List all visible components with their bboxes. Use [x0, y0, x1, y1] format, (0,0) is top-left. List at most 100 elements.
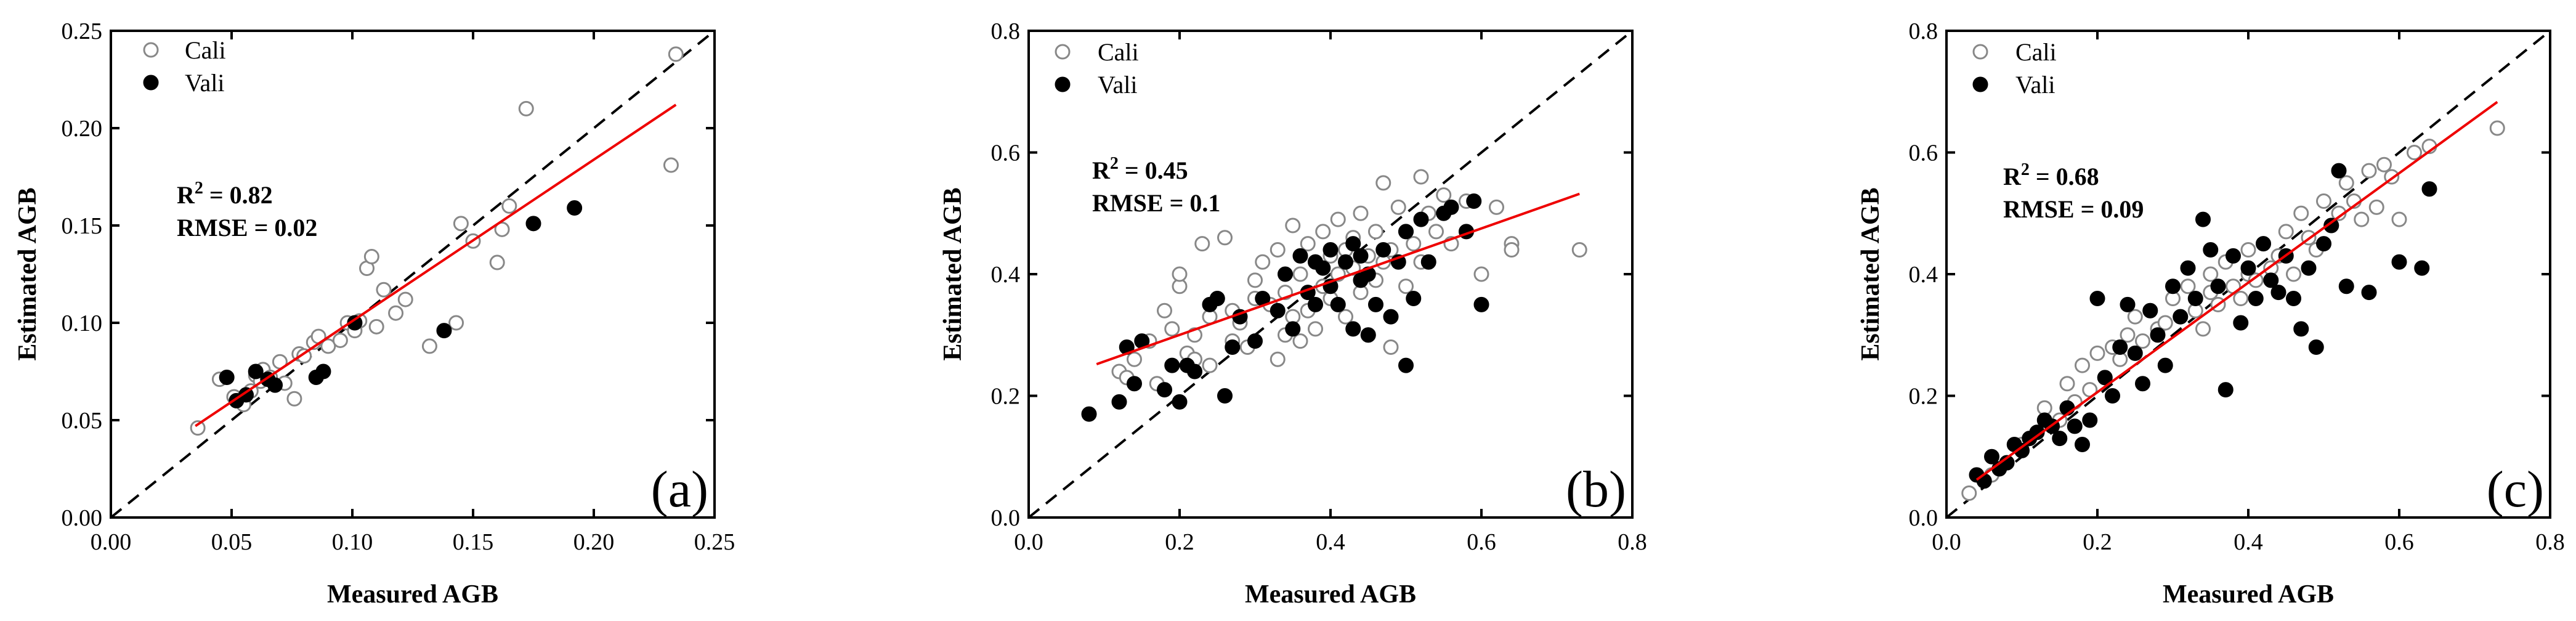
point-cali [2059, 376, 2075, 392]
point-cali [2248, 272, 2264, 288]
point-cali [1961, 485, 1977, 501]
point-cali [1157, 302, 1172, 319]
point-vali [1473, 296, 1489, 312]
point-vali [2052, 431, 2068, 447]
x-tick-label: 0.25 [694, 529, 735, 555]
points [190, 46, 684, 436]
y-tick-label: 0.6 [1909, 140, 1938, 166]
points [1081, 169, 1587, 422]
point-vali [1383, 309, 1399, 325]
x-tick-label: 0.2 [1165, 529, 1194, 555]
point-vali [238, 387, 254, 403]
legend: Cali Vali [1055, 38, 1139, 99]
point-vali [2173, 309, 2189, 325]
y-tick-label: 0.8 [1909, 18, 1938, 44]
x-tick-label: 0.8 [2535, 529, 2565, 555]
point-vali [1360, 327, 1376, 343]
point-cali [1428, 224, 1444, 240]
point-cali [1330, 211, 1346, 227]
point-cali [2338, 175, 2354, 191]
point-vali [1984, 448, 1999, 465]
point-vali [2308, 339, 2324, 355]
y-tick-label: 0.25 [62, 18, 103, 44]
point-vali [1345, 236, 1361, 252]
y-tick-label: 0.0 [991, 505, 1021, 531]
point-vali [1315, 260, 1331, 276]
point-cali [2391, 211, 2407, 227]
point-cali [494, 221, 510, 237]
point-vali [1443, 199, 1459, 215]
point-cali [368, 319, 384, 335]
x-tick-label: 0.15 [453, 529, 494, 555]
fit-line [195, 104, 677, 428]
x-ticks: 0.00 0.05 0.10 0.15 0.20 0.25 [91, 31, 735, 555]
point-cali [1164, 321, 1180, 337]
point-cali [2354, 211, 2370, 227]
legend-vali-label: Vali [2015, 71, 2055, 99]
point-vali [1247, 333, 1263, 349]
legend-vali-label: Vali [185, 69, 224, 97]
point-cali [1202, 357, 1218, 373]
point-vali [2089, 291, 2105, 306]
point-cali [2127, 309, 2143, 325]
point-vali [2187, 291, 2203, 306]
point-cali [2376, 156, 2392, 172]
point-cali [1383, 339, 1399, 355]
point-cali [448, 315, 464, 331]
point-vali [1217, 388, 1233, 404]
point-cali [332, 332, 348, 348]
point-vali [2120, 296, 2136, 312]
point-cali [1285, 217, 1301, 233]
x-ticks: 0.0 0.2 0.4 0.6 0.8 [1932, 31, 2565, 555]
plot-frame [110, 30, 716, 519]
point-cali [2157, 315, 2173, 331]
point-vali [2067, 418, 2083, 434]
point-cali [1308, 321, 1323, 337]
y-axis-title: Estimated AGB [14, 187, 42, 360]
point-vali [1111, 394, 1127, 410]
point-cali [2180, 278, 2196, 294]
point-cali [1353, 205, 1369, 221]
point-vali [1270, 302, 1286, 319]
x-tick-label: 0.10 [332, 529, 373, 555]
point-cali [2075, 357, 2090, 373]
point-vali [2210, 278, 2226, 294]
legend-vali-marker [143, 75, 159, 91]
point-vali [2414, 260, 2430, 276]
point-cali [2407, 145, 2422, 160]
point-vali [2391, 254, 2407, 270]
point-vali [525, 216, 541, 232]
point-cali [1413, 169, 1429, 185]
point-cali [1127, 351, 1142, 367]
point-cali [1292, 333, 1308, 349]
point-cali [1406, 236, 1422, 252]
x-tick-label: 0.0 [1932, 529, 1961, 555]
fit-line [1975, 100, 2498, 481]
point-cali [2135, 333, 2150, 349]
y-tick-label: 0.2 [1909, 384, 1938, 410]
point-cali [388, 305, 404, 321]
point-cali [2368, 199, 2384, 215]
point-cali [2195, 321, 2211, 337]
legend-vali-marker [1972, 76, 1988, 92]
point-vali [2195, 211, 2211, 227]
point-vali [248, 363, 264, 380]
point-vali [1285, 321, 1301, 337]
point-cali [1504, 242, 1520, 258]
x-tick-label: 0.20 [573, 529, 615, 555]
point-cali [1398, 278, 1414, 294]
point-vali [2165, 278, 2181, 294]
point-cali [2489, 120, 2505, 136]
point-vali [2112, 339, 2128, 355]
y-ticks: 0.00 0.05 0.10 0.15 0.20 0.25 [62, 18, 715, 531]
y-tick-label: 0.4 [991, 262, 1021, 288]
point-vali [2127, 345, 2143, 361]
point-cali [397, 291, 413, 307]
x-tick-label: 0.05 [211, 529, 253, 555]
legend-cali-label: Cali [2015, 38, 2057, 66]
x-tick-label: 0.0 [1014, 529, 1043, 555]
rmse-annotation: RMSE = 0.09 [2003, 195, 2144, 223]
point-vali [567, 200, 583, 216]
x-tick-label: 0.2 [2083, 529, 2112, 555]
